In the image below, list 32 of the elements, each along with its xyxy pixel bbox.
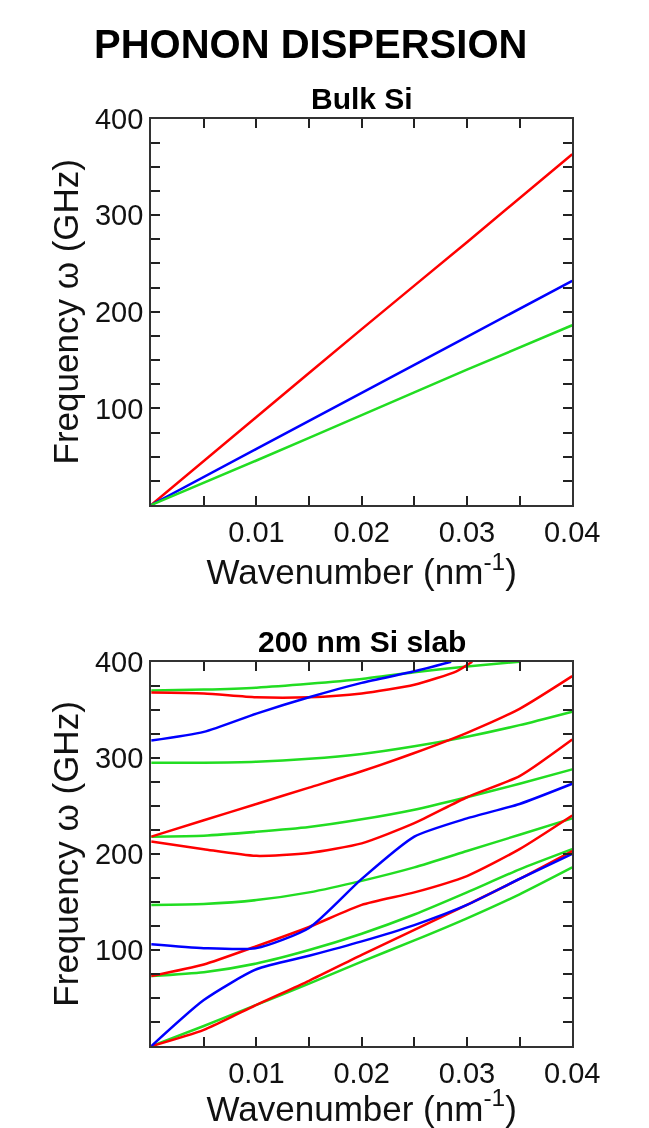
y-tick-label: 200 (94, 295, 144, 328)
y-tick-label: 100 (94, 934, 144, 967)
y-axis-title: Frequency ω (GHz) (45, 159, 85, 465)
line-series (151, 817, 573, 907)
line-series (151, 279, 573, 505)
y-tick-label: 400 (94, 645, 144, 678)
line-series (151, 674, 573, 838)
line-series (151, 661, 453, 742)
y-tick-label: 400 (94, 102, 144, 135)
chart-title: 200 nm Si slab (258, 625, 467, 658)
line-series (151, 738, 573, 858)
chart-title: PHONON DISPERSION (94, 22, 528, 66)
line-series (151, 153, 573, 505)
line-series (151, 814, 573, 978)
line-series (151, 710, 573, 764)
x-axis-title: Wavenumber (nm$^{-1}$) (206, 547, 517, 592)
x-tick-label: 0.04 (543, 1056, 601, 1089)
line-series (151, 661, 521, 692)
x-tick-label: 0.02 (333, 515, 390, 548)
x-tick-label: 0.04 (543, 515, 601, 548)
line-series (151, 661, 474, 699)
line-series (151, 768, 573, 838)
x-tick-label: 0.03 (438, 515, 496, 548)
chart-subtitle: Bulk Si (311, 82, 413, 115)
line-series (151, 782, 573, 951)
y-tick-label: 300 (94, 741, 144, 774)
y-tick-label: 300 (94, 199, 144, 232)
y-tick-label: 200 (94, 838, 144, 871)
x-tick-label: 0.01 (228, 515, 285, 548)
y-axis-title: Frequency ω (GHz) (45, 701, 85, 1007)
line-series (151, 324, 573, 505)
y-tick-label: 100 (94, 392, 144, 425)
